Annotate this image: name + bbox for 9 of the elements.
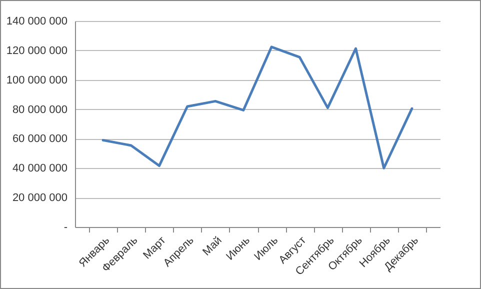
y-tick-label: 80 000 000 [12, 104, 68, 116]
y-tick-label: - [64, 222, 68, 234]
y-tick-label: 120 000 000 [6, 44, 68, 57]
y-tick-label: 100 000 000 [6, 74, 68, 86]
y-tick-label: 40 000 000 [12, 162, 68, 175]
line-series [102, 46, 414, 170]
y-tick-label: 140 000 000 [6, 16, 68, 28]
y-tick-label: 60 000 000 [12, 133, 68, 146]
y-tick-label: 20 000 000 [12, 192, 68, 204]
